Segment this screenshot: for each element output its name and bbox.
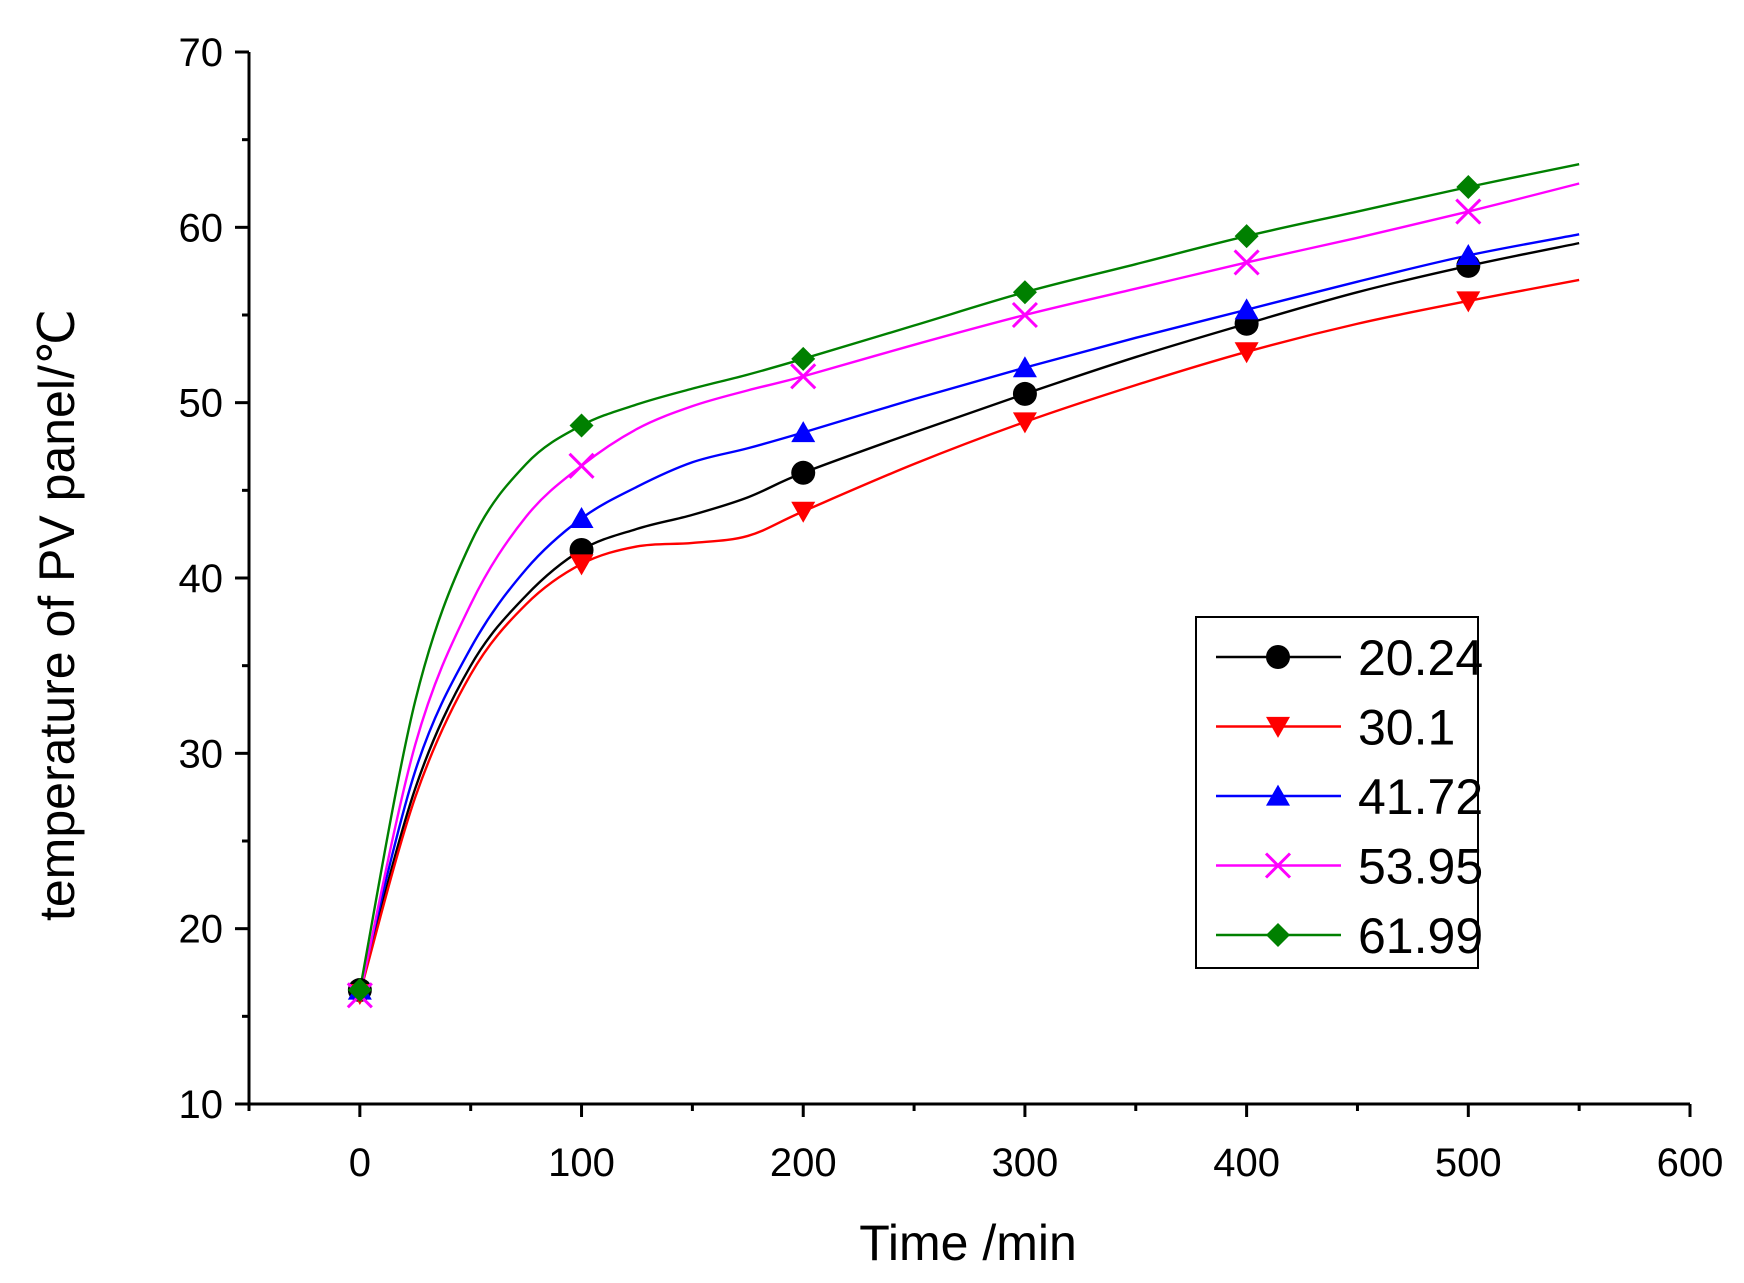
data-point-61.99-400 — [1234, 224, 1259, 249]
legend-label: 20.24 — [1358, 630, 1483, 686]
legend-box — [1195, 616, 1479, 969]
y-tick-label: 50 — [179, 382, 224, 426]
legend-marker — [1266, 784, 1290, 806]
legend-marker — [1264, 852, 1292, 879]
series-markers — [346, 175, 1482, 1009]
x-tick-label: 300 — [992, 1141, 1059, 1185]
data-point-41.72-200 — [791, 421, 816, 443]
x-tick-label: 0 — [349, 1141, 371, 1185]
marker-stroke — [1233, 249, 1260, 276]
data-point-30.1-300 — [1012, 412, 1037, 434]
y-tick-label: 20 — [179, 908, 224, 952]
legend-label: 61.99 — [1358, 908, 1483, 964]
data-point-30.1-100 — [569, 554, 594, 576]
legend-label: 41.72 — [1358, 769, 1483, 825]
data-point-30.1-400 — [1234, 342, 1259, 364]
data-point-20.24-300 — [1012, 381, 1037, 406]
legend-item-41.72: 41.72 — [1216, 769, 1483, 825]
data-point-61.99-500 — [1456, 175, 1481, 200]
data-point-41.72-500 — [1456, 243, 1481, 265]
legend-label: 53.95 — [1358, 839, 1483, 895]
legend-item-53.95: 53.95 — [1216, 839, 1483, 895]
legend-item-30.1: 30.1 — [1216, 700, 1455, 756]
x-tick-label: 500 — [1435, 1141, 1502, 1185]
legend: 20.24 30.1 41.72 53.95 61.99 — [1195, 616, 1483, 969]
marker-stroke — [1011, 301, 1038, 329]
marker-stroke — [1264, 852, 1292, 879]
data-point-53.95-200 — [790, 363, 817, 390]
y-tick-label: 40 — [179, 557, 224, 601]
data-point-61.99-300 — [1012, 280, 1037, 305]
data-point-41.72-100 — [569, 506, 594, 528]
legend-marker — [1266, 923, 1290, 947]
y-axis-title: temperature of PV panel/℃ — [29, 309, 85, 921]
data-point-41.72-400 — [1234, 298, 1259, 320]
data-point-53.95-500 — [1455, 198, 1482, 225]
series-line-41.72 — [358, 233, 1580, 991]
legend-label: 30.1 — [1358, 700, 1455, 756]
x-tick-label: 400 — [1213, 1141, 1280, 1185]
legend-marker — [1266, 716, 1290, 738]
marker-stroke — [1455, 198, 1482, 225]
legend-marker — [1266, 645, 1290, 669]
data-point-30.1-200 — [791, 501, 816, 523]
x-tick-label: 100 — [548, 1141, 615, 1185]
data-point-30.1-500 — [1456, 291, 1481, 313]
data-point-53.95-100 — [568, 452, 595, 479]
data-point-61.99-100 — [569, 413, 594, 438]
data-point-53.95-400 — [1233, 249, 1260, 276]
x-tick-label: 600 — [1657, 1141, 1724, 1185]
axes: 0 100 200 300 400 500 600 10 20 30 40 50 60 70 — [179, 31, 1724, 1185]
marker-stroke — [790, 363, 817, 390]
data-point-61.99-200 — [791, 346, 816, 371]
data-point-53.95-300 — [1011, 301, 1038, 329]
data-point-61.99-0 — [347, 978, 372, 1003]
series-line-53.95 — [358, 182, 1580, 996]
legend-item-61.99: 61.99 — [1216, 908, 1483, 964]
y-tick-label: 60 — [179, 206, 224, 250]
y-tick-label: 30 — [179, 732, 224, 776]
data-point-41.72-300 — [1012, 356, 1037, 378]
legend-item-20.24: 20.24 — [1216, 630, 1483, 686]
y-tick-label: 70 — [179, 31, 224, 75]
x-axis-title: Time /min — [859, 1215, 1077, 1271]
x-tick-label: 200 — [770, 1141, 837, 1185]
marker-stroke — [568, 452, 595, 479]
data-point-20.24-200 — [791, 460, 816, 485]
series-line-61.99 — [358, 163, 1580, 991]
y-tick-label: 10 — [179, 1083, 224, 1127]
